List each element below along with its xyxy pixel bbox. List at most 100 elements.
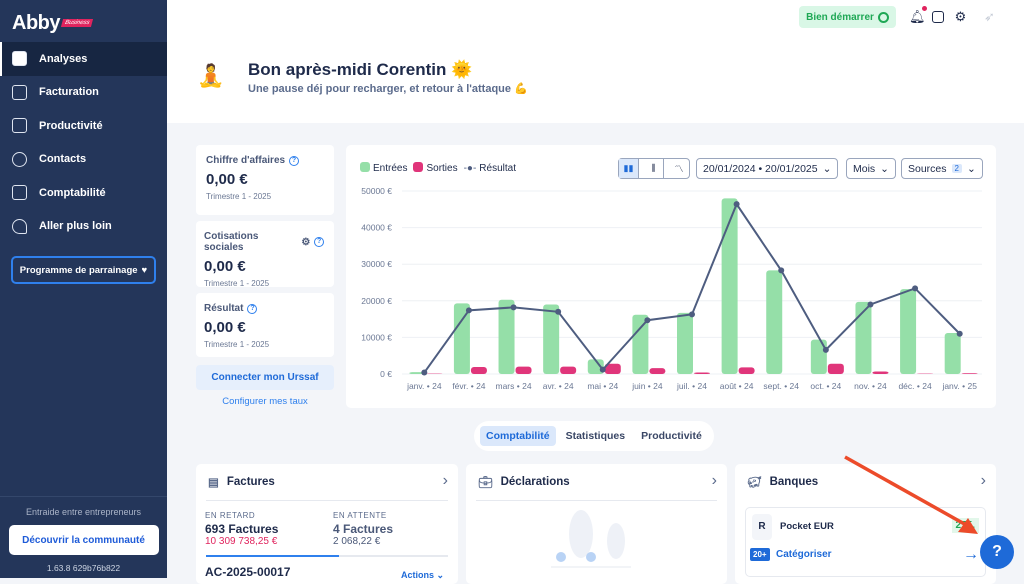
bar-entrees xyxy=(543,304,559,374)
briefcase-icon: 💼︎ xyxy=(478,475,493,489)
sidebar-item-productivite[interactable]: Productivité xyxy=(0,109,167,143)
help-icon[interactable]: ? xyxy=(247,304,257,314)
sun-emoji-icon: 🌞 xyxy=(451,60,472,79)
notification-dot xyxy=(922,6,927,11)
gear-icon[interactable]: ⚙ xyxy=(954,10,967,24)
tab-comptabilite[interactable]: Comptabilité xyxy=(480,426,556,446)
point-resultat xyxy=(734,201,740,207)
y-tick-label: 50000 € xyxy=(361,186,392,196)
card-title: Banques xyxy=(770,476,819,488)
community-button[interactable]: Découvrir la communauté xyxy=(9,525,159,555)
y-tick-label: 20000 € xyxy=(361,296,392,306)
community-title: Entraide entre entrepreneurs xyxy=(0,507,167,517)
get-started-button[interactable]: Bien démarrer xyxy=(799,6,896,28)
bar-sorties xyxy=(739,367,755,374)
sidebar-item-facturation[interactable]: Facturation xyxy=(0,76,167,110)
bar-entrees xyxy=(766,270,782,374)
sidebar-item-contacts[interactable]: Contacts xyxy=(0,143,167,177)
bar-entrees xyxy=(722,198,738,374)
point-resultat xyxy=(511,304,517,310)
point-resultat xyxy=(421,370,427,376)
sidebar-item-label: Contacts xyxy=(39,153,86,165)
x-tick-label: juil. • 24 xyxy=(676,381,707,391)
point-resultat xyxy=(644,317,650,323)
connect-urssaf-button[interactable]: Connecter mon Urssaf xyxy=(196,365,334,390)
heart-icon: ♥ xyxy=(142,265,148,276)
point-resultat xyxy=(867,301,873,307)
calculator-icon xyxy=(12,185,27,200)
uncategorized-count-badge: 20+ xyxy=(750,548,770,561)
bar-chart-icon xyxy=(12,51,27,66)
calendar-icon[interactable] xyxy=(932,11,944,23)
y-tick-label: 10000 € xyxy=(361,332,392,342)
file-icon xyxy=(12,85,27,100)
x-tick-label: oct. • 24 xyxy=(810,381,841,391)
gear-icon[interactable]: ⚙ xyxy=(301,237,310,248)
bell-icon[interactable]: 🔔︎ xyxy=(909,10,922,24)
x-tick-label: mai • 24 xyxy=(587,381,618,391)
point-resultat xyxy=(689,311,695,317)
get-started-label: Bien démarrer xyxy=(806,12,874,23)
bar-sorties xyxy=(962,373,978,374)
x-tick-label: mars • 24 xyxy=(496,381,532,391)
bar-sorties xyxy=(516,367,532,374)
point-resultat xyxy=(466,307,472,313)
chevron-right-icon[interactable]: › xyxy=(443,472,448,490)
chart-plot: 0 €10000 €20000 €30000 €40000 €50000 €ja… xyxy=(346,145,996,408)
kpi-period: Trimestre 1 - 2025 xyxy=(204,340,324,349)
meditation-illustration: 🧘 xyxy=(197,63,223,95)
x-tick-label: févr. • 24 xyxy=(452,381,485,391)
declarations-card: 💼︎Déclarations › xyxy=(466,464,727,584)
kpi-label: Chiffre d'affaires xyxy=(206,155,285,166)
tab-productivite[interactable]: Productivité xyxy=(635,426,708,446)
topbar: Bien démarrer 🔔︎ ⚙ ➶ xyxy=(167,0,1024,35)
tab-statistiques[interactable]: Statistiques xyxy=(560,426,632,446)
help-icon[interactable]: ? xyxy=(289,156,299,166)
categorize-link[interactable]: Catégoriser xyxy=(776,549,832,560)
bar-sorties xyxy=(694,373,710,374)
late-block[interactable]: EN RETARD 693 Factures 10 309 738,25 € xyxy=(205,511,278,547)
sidebar-item-aller-plus-loin[interactable]: Aller plus loin xyxy=(0,210,167,244)
sidebar-item-analyses[interactable]: Analyses xyxy=(0,42,167,76)
sidebar-item-label: Analyses xyxy=(39,53,87,65)
sidebar-item-comptabilite[interactable]: Comptabilité xyxy=(0,176,167,210)
rocket-icon[interactable]: ➶ xyxy=(983,10,996,24)
chevron-right-icon[interactable]: › xyxy=(712,472,717,490)
sidebar: Abby Business Analyses Facturation Produ… xyxy=(0,0,167,578)
bar-entrees xyxy=(900,289,916,374)
piggy-bank-icon: 🐖︎ xyxy=(747,475,762,489)
users-icon xyxy=(12,152,27,167)
section-tabs: Comptabilité Statistiques Productivité xyxy=(474,421,714,451)
bar-sorties xyxy=(872,371,888,374)
referral-label: Programme de parrainage xyxy=(20,265,138,276)
y-tick-label: 40000 € xyxy=(361,223,392,233)
x-tick-label: juin • 24 xyxy=(631,381,663,391)
kpi-label: Résultat xyxy=(204,303,243,314)
actions-dropdown[interactable]: Actions ⌄ xyxy=(401,570,444,581)
logo[interactable]: Abby xyxy=(12,12,60,35)
point-resultat xyxy=(823,347,829,353)
muscle-emoji-icon: 💪 xyxy=(514,83,528,95)
empty-state-illustration xyxy=(551,509,641,569)
version: 1.63.8 629b76b822 xyxy=(0,563,167,573)
referral-button[interactable]: Programme de parrainage ♥ xyxy=(11,256,156,284)
x-tick-label: avr. • 24 xyxy=(543,381,574,391)
point-resultat xyxy=(555,309,561,315)
y-tick-label: 30000 € xyxy=(361,259,392,269)
bar-entrees xyxy=(811,340,827,374)
bar-sorties xyxy=(560,367,576,374)
help-icon[interactable]: ? xyxy=(314,237,324,247)
logo-badge: Business xyxy=(61,19,94,27)
document-icon: ▤ xyxy=(208,475,219,489)
greeting-subtitle: Une pause déj pour recharger, et retour … xyxy=(248,82,528,95)
configure-rates-link[interactable]: Configurer mes taux xyxy=(196,396,334,407)
bar-entrees xyxy=(677,313,693,374)
account-name: Pocket EUR xyxy=(780,521,834,532)
help-button[interactable]: ? xyxy=(980,535,1014,569)
x-tick-label: janv. • 24 xyxy=(406,381,442,391)
kpi-period: Trimestre 1 - 2025 xyxy=(204,279,324,288)
pending-block[interactable]: EN ATTENTE 4 Factures 2 068,22 € xyxy=(333,511,393,547)
invoice-number[interactable]: AC-2025-00017 xyxy=(205,565,290,579)
rocket-icon xyxy=(12,219,27,234)
point-resultat xyxy=(957,331,963,337)
